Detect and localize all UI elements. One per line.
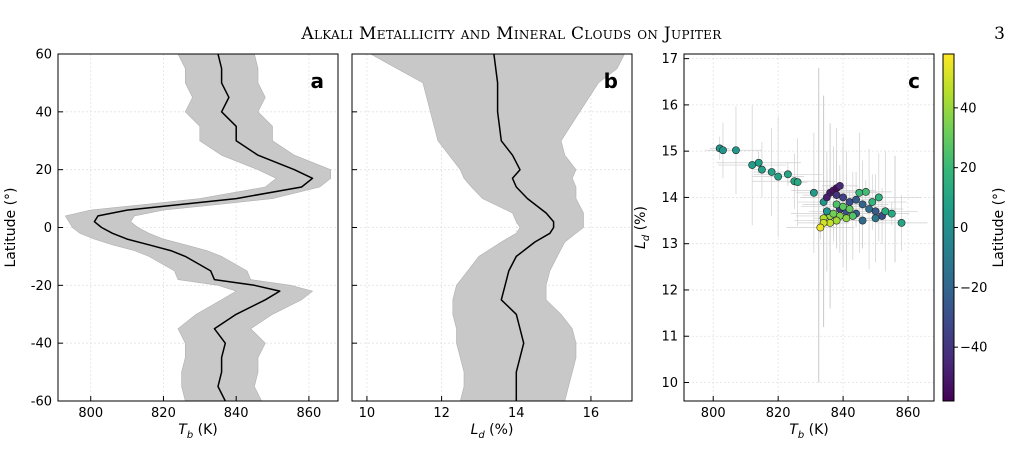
y-axis-label: Ld (%) <box>633 206 652 249</box>
y-tick-label: -40 <box>31 337 52 352</box>
colorbar-tick-label: 40 <box>960 101 977 116</box>
x-tick-label: 840 <box>831 406 856 421</box>
x-tick-label: 820 <box>766 406 791 421</box>
panel-a: 800 820 840 860 -60 -40 -20 0 20 40 60 a <box>31 48 339 421</box>
panel-label: b <box>604 69 618 93</box>
plot-frame <box>683 53 935 402</box>
scatter-point <box>865 205 873 213</box>
uncertainty-band <box>370 54 625 401</box>
scatter-point <box>839 193 847 202</box>
x-tick-label: 16 <box>583 406 600 421</box>
scatter-point <box>845 205 854 213</box>
panel-b: 10 12 14 16 b <box>351 53 633 421</box>
scatter-point <box>881 207 890 216</box>
y-tick-label: 13 <box>661 237 678 252</box>
y-axis-label: Latitude (°) <box>3 188 19 268</box>
scatter-point <box>832 200 841 209</box>
scatter-point <box>816 223 825 232</box>
colorbar-tick-label: 20 <box>960 161 977 176</box>
y-tick-label: 0 <box>44 221 52 236</box>
scatter-point <box>809 188 818 197</box>
y-tick-label: 15 <box>661 145 678 160</box>
scatter-point <box>858 216 867 225</box>
scatter-point <box>748 161 757 169</box>
scatter-point <box>793 178 802 187</box>
y-tick-label: 10 <box>661 376 678 391</box>
panel-label: a <box>311 69 325 93</box>
x-tick-label: 14 <box>508 406 525 421</box>
x-axis-label: Tb (K) <box>789 422 828 441</box>
scatter-point <box>858 200 867 209</box>
scatter-point <box>758 165 766 174</box>
y-tick-label: 40 <box>35 105 52 120</box>
page-number: 3 <box>994 24 1005 44</box>
y-tick-label: -60 <box>31 395 52 410</box>
scatter-point <box>887 209 896 218</box>
scatter-point <box>842 214 851 223</box>
scatter-point <box>774 172 783 181</box>
scatter-point <box>732 146 740 155</box>
plot-area <box>705 67 928 383</box>
x-tick-label: 12 <box>433 406 450 421</box>
page-header: Alkali Metallicity and Mineral Clouds on… <box>0 24 1023 54</box>
y-tick-label: 12 <box>661 283 678 298</box>
plot-area <box>64 54 331 401</box>
y-tick-label: -20 <box>31 279 52 294</box>
scatter-point <box>832 216 841 225</box>
x-axis-label: Ld (%) <box>471 422 514 441</box>
x-tick-label: 800 <box>701 406 726 421</box>
colorbar-tick-label: −40 <box>960 341 987 356</box>
colorbar-tick-label: −20 <box>960 281 987 296</box>
scatter-point <box>822 193 831 202</box>
scatter-point <box>767 168 776 176</box>
running-title: Alkali Metallicity and Mineral Clouds on… <box>301 24 722 44</box>
x-axis-label: Tb (K) <box>178 422 217 441</box>
profile-line <box>93 54 314 401</box>
scatter-point <box>829 209 838 218</box>
y-tick-label: 14 <box>661 191 678 206</box>
y-tick-label: 20 <box>35 163 52 178</box>
x-tick-label: 860 <box>296 406 321 421</box>
scatter-point <box>839 202 847 211</box>
scatter-point <box>871 214 880 223</box>
uncertainty-band <box>64 54 331 401</box>
scatter-point <box>835 181 844 190</box>
scatter-point <box>845 198 854 206</box>
scatter-point <box>874 193 883 202</box>
panel-c: 800 820 840 860 10 11 12 13 14 15 16 17 c −40 −20 0 20 40… <box>661 52 1007 421</box>
colorbar-label: Latitude (°) <box>991 188 1007 268</box>
scatter-point <box>832 191 841 200</box>
x-tick-label: 860 <box>896 406 921 421</box>
scatter-point <box>871 207 880 216</box>
y-tick-label: 60 <box>35 48 52 63</box>
scatter-point <box>783 170 792 179</box>
panel-label: c <box>908 69 920 93</box>
scatter-point <box>754 158 763 167</box>
plot-area <box>370 54 625 401</box>
scatter-point <box>897 218 906 227</box>
y-tick-label: 11 <box>661 330 678 345</box>
colorbar-tick-label: 0 <box>960 221 968 236</box>
scatter-point <box>826 218 835 227</box>
profile-line <box>493 54 555 401</box>
scatter-point <box>855 188 864 197</box>
colorbar <box>942 53 955 402</box>
scatter-point <box>868 198 877 206</box>
scatter-point <box>861 187 870 196</box>
x-tick-label: 10 <box>359 406 376 421</box>
scatter-point <box>848 212 857 220</box>
y-tick-label: 17 <box>661 52 678 67</box>
y-tick-label: 16 <box>661 98 678 113</box>
x-tick-label: 820 <box>151 406 176 421</box>
x-tick-label: 840 <box>224 406 249 421</box>
scatter-point <box>852 195 860 204</box>
x-tick-label: 800 <box>78 406 103 421</box>
scatter-point <box>719 146 727 155</box>
scatter-point <box>822 207 831 216</box>
